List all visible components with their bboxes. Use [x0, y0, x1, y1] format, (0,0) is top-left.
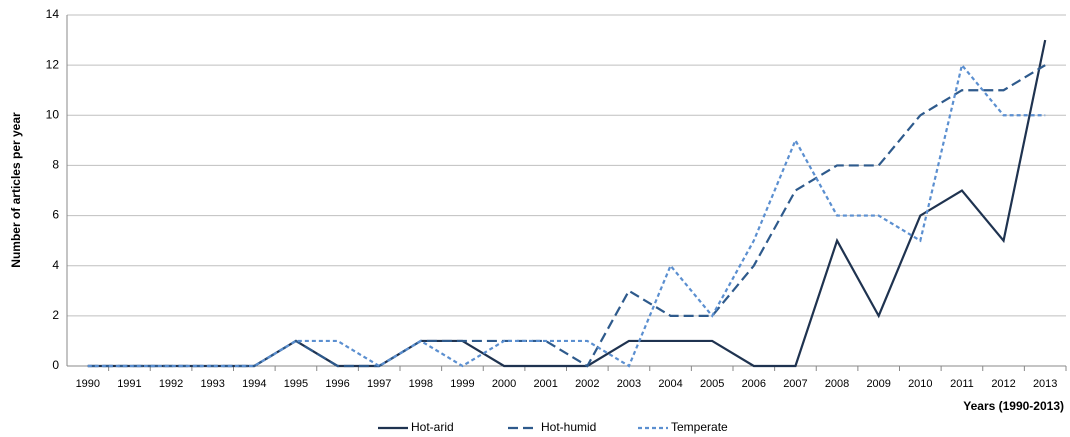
x-tick-label: 1999 [450, 378, 474, 390]
x-tick-label: 2000 [492, 378, 516, 390]
legend-label: Temperate [671, 420, 728, 434]
legend-label: Hot-humid [541, 420, 596, 434]
x-tick-label: 2013 [1033, 378, 1057, 390]
series-line [87, 39, 1047, 368]
x-tick-label: 2011 [950, 378, 974, 390]
x-tick-label: 2003 [617, 378, 641, 390]
x-axis-label: Years (1990-2013) [963, 399, 1064, 413]
x-tick-label: 2009 [866, 378, 890, 390]
x-tick-label: 1994 [242, 378, 266, 390]
x-tick-label: 1992 [159, 378, 183, 390]
y-axis-label: Number of articles per year [9, 112, 23, 268]
x-tick-label: 2006 [742, 378, 766, 390]
y-tick-label: 10 [46, 107, 60, 121]
x-tick-label: 2007 [783, 378, 807, 390]
x-tick-label: 1995 [284, 378, 308, 390]
series-line [87, 64, 1046, 368]
x-tick-label: 1996 [325, 378, 349, 390]
x-tick-label: 1997 [367, 378, 391, 390]
x-tick-label: 2004 [658, 378, 682, 390]
x-tick-label: 1998 [409, 378, 433, 390]
y-tick-label: 6 [52, 208, 59, 222]
x-tick-label: 2008 [825, 378, 849, 390]
series-line [87, 62, 1046, 368]
y-tick-label: 0 [52, 358, 59, 372]
x-tick-label: 2010 [908, 378, 932, 390]
x-tick-label: 1990 [76, 378, 100, 390]
y-tick-label: 2 [52, 308, 59, 322]
x-tick-label: 2012 [991, 378, 1015, 390]
y-tick-label: 12 [46, 57, 60, 71]
legend-label: Hot-arid [411, 420, 454, 434]
y-tick-label: 4 [52, 258, 59, 272]
x-tick-label: 2002 [575, 378, 599, 390]
x-tick-label: 1991 [117, 378, 141, 390]
x-tick-label: 2005 [700, 378, 724, 390]
x-tick-label: 2001 [533, 378, 557, 390]
y-tick-label: 8 [52, 158, 59, 172]
y-tick-label: 14 [46, 7, 60, 21]
x-tick-label: 1993 [200, 378, 224, 390]
